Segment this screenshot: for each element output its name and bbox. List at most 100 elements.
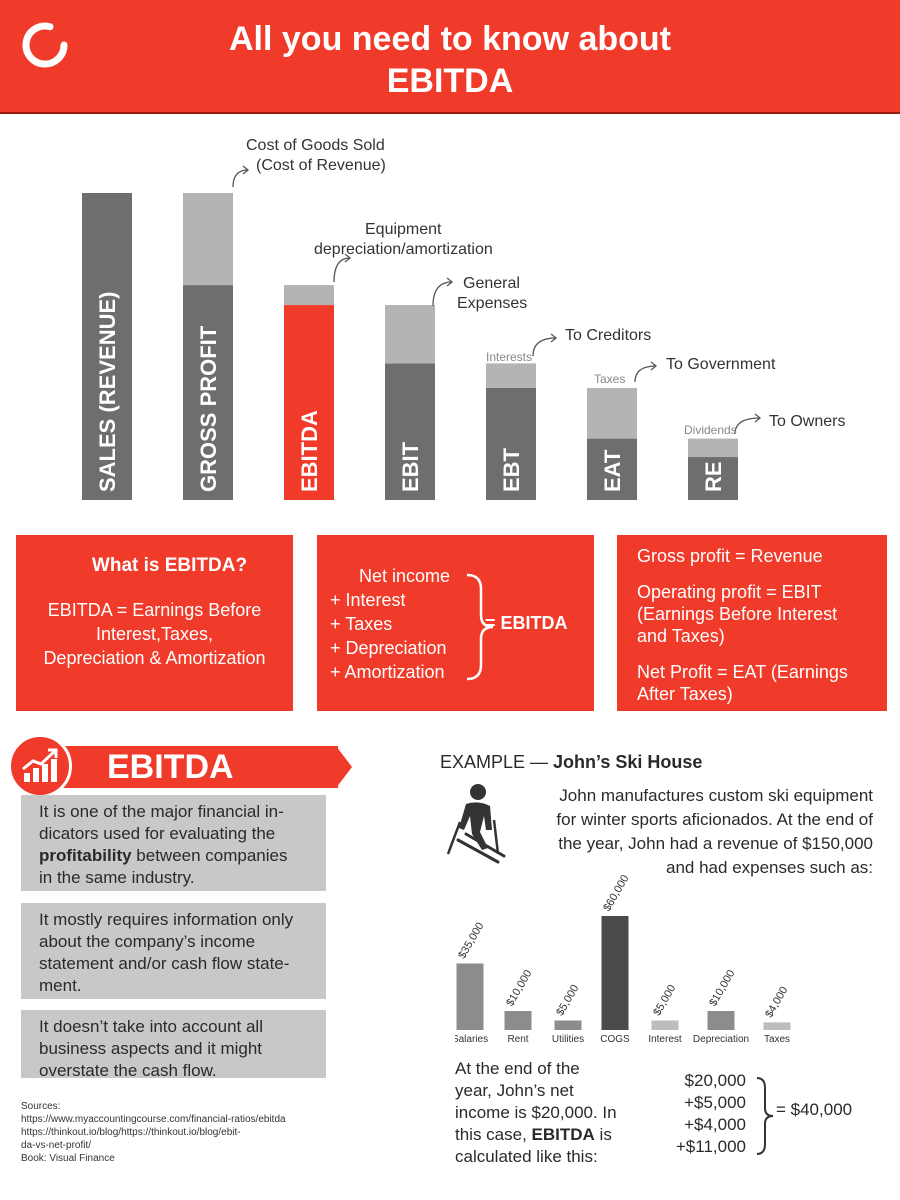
what-is-heading: What is EBITDA? [91,555,248,576]
annotation-dep-line2: depreciation/amortization [314,241,493,258]
curved-arrow-2 [432,281,453,307]
source-link-2-cont[interactable]: da-vs-net-profit/ [21,1140,92,1151]
ebitda-point-3: It doesn’t take into account all busines… [21,1010,326,1080]
point3-line3: overstate the cash flow. [39,1061,217,1080]
conclusion-line2: year, John’s net [455,1081,574,1100]
expense-value-label-1: $10,000 [504,968,534,1008]
bar-4-deduction [486,363,536,388]
annotation-government: To Government [666,356,776,373]
bar-1-main [183,285,233,500]
bar-6-main [688,457,738,500]
net-profit-line2: After Taxes) [637,684,733,704]
operating-line1: Operating profit = EBIT [637,582,822,602]
page-title-line1: All you need to know about [229,20,671,58]
curly-brace-icon [466,573,494,681]
conclusion-line4-c: is [594,1125,612,1144]
bar-2-main [284,305,334,500]
annotation-interests: Interests [486,350,533,364]
bar-3-label: EBIT [398,441,423,492]
what-is-ebitda-box: What is EBITDA? EBITDA = Earnings Before… [16,535,293,711]
expense-bar-rent [504,1011,532,1030]
profitability-bold: profitability [39,846,132,865]
point3-line2: business aspects and it might [39,1039,263,1058]
sum-item-2: +$5,000 [684,1093,746,1112]
point1-line4: in the same industry. [39,868,195,887]
expense-bar-cogs [601,916,629,1030]
annotation-dep-line1: Equipment [365,221,442,238]
banner-arrow-tip [336,746,352,788]
formula-line-0: Net income [358,566,451,586]
annotation-dividends: Dividends [684,423,737,437]
example-company: John’s Ski House [553,752,703,772]
curved-arrow-3 [532,337,557,357]
example-sum: $20,000 +$5,000 +$4,000 +$11,000 [670,1070,746,1158]
operating-line2: (Earnings Before Interest [637,604,838,624]
source-link-2[interactable]: https://thinkout.io/blog/https://thinkou… [21,1127,241,1138]
net-profit-line1: Net Profit = EAT (Earnings [637,662,848,682]
expense-value-label-6: $4,000 [763,985,790,1020]
arrow-head-5 [754,413,762,423]
page-title-line2: EBITDA [386,62,514,100]
conclusion-line4-a: this case, [455,1125,532,1144]
point1-line3-rest: between companies [131,846,288,865]
arrow-head-2 [446,277,454,287]
source-book: Book: Visual Finance [21,1153,115,1164]
definition-line1: EBITDA = Earnings Before [47,600,262,620]
example-conclusion: At the end of the year, John’s net incom… [455,1058,617,1168]
annotation-owners: To Owners [769,413,846,430]
conclusion-line5: calculated like this: [455,1147,598,1166]
point2-line1: It mostly requires information only [39,910,294,929]
expense-bar-salaries [456,963,484,1030]
ebitda-formula-box: Net income + Interest + Taxes + Deprecia… [317,535,594,711]
expense-category-label-2: Utilities [552,1034,584,1045]
bar-2-deduction [284,285,334,306]
curved-arrow-1 [333,257,351,283]
conclusion-line3: income is $20,000. In [455,1103,617,1122]
arrow-head-0 [242,165,250,175]
annotation-creditors: To Creditors [565,327,652,344]
example-text-line3: the year, John had a revenue of $150,000 [558,834,873,853]
curved-arrow-4 [634,365,657,383]
conclusion-ebitda-bold: EBITDA [531,1125,595,1144]
operating-profit-def: Operating profit = EBIT (Earnings Before… [637,581,837,647]
operating-line3: and Taxes) [637,626,725,646]
formula-line-3: + Depreciation [330,638,447,658]
point2-line3: statement and/or cash flow state- [39,954,290,973]
curved-arrow-5 [734,417,761,435]
sum-item-1: $20,000 [684,1071,746,1090]
source-link-1[interactable]: https://www.myaccountingcourse.com/finan… [21,1114,286,1125]
gross-profit-def: Gross profit = Revenue [637,546,823,566]
definition-line2: Interest,Taxes, [95,624,214,644]
expense-category-label-0: Salaries [455,1034,488,1045]
point2-line2: about the company’s income [39,932,256,951]
formula-line-4: + Amortization [330,662,445,682]
example-label: EXAMPLE — [440,752,554,772]
expense-category-label-1: Rent [507,1034,528,1045]
expense-value-label-3: $60,000 [601,873,631,913]
point1-line2: dicators used for evaluating the [39,824,276,843]
example-description: John manufactures custom ski equipment f… [520,784,873,880]
bar-5-main [587,438,637,500]
annotation-gen-line2: Expenses [457,295,528,312]
ebitda-section-banner: EBITDA [52,746,338,788]
annotation-gen-line1: General [463,275,520,292]
bar-4-label: EBT [499,447,524,492]
bar-0-label: SALES (REVENUE) [95,292,120,492]
point2-line4: ment. [39,976,82,995]
expenses-bar-chart: $35,000 Salaries $10,000 Rent $5,000 Utilitie… [455,873,791,1045]
refresh-logo-icon [22,22,68,68]
example-text-line4: and had expenses such as: [666,858,873,877]
example-heading: EXAMPLE — John’s Ski House [440,752,702,773]
skier-icon [446,784,506,864]
profit-definitions-box: Gross profit = Revenue Operating profit … [617,535,887,711]
expense-bar-utilities [554,1020,582,1030]
sum-item-4: +$11,000 [675,1137,746,1156]
bar-2-label: EBITDA [297,410,322,492]
expense-value-label-2: $5,000 [554,983,581,1018]
bar-1-deduction [183,193,233,286]
conclusion-line4: this case, EBITDA is [455,1124,617,1146]
bar-3-main [385,363,435,500]
net-profit-def: Net Profit = EAT (Earnings After Taxes) [637,661,848,705]
example-text-line2: for winter sports aficionados. At the en… [556,810,873,829]
expense-category-label-3: COGS [600,1034,630,1045]
